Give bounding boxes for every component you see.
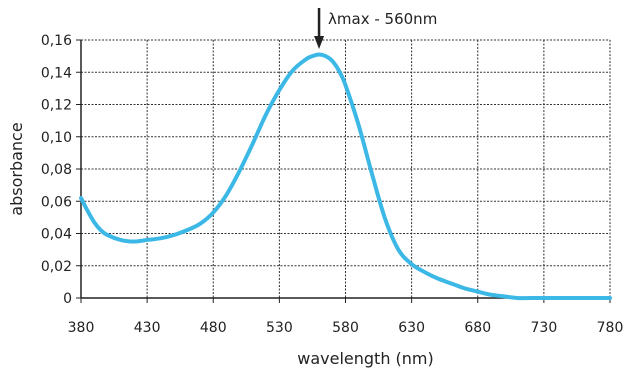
x-tick-label: 630 bbox=[398, 320, 425, 336]
x-tick-label: 530 bbox=[266, 320, 293, 336]
y-tick-label: 0,12 bbox=[41, 98, 72, 114]
x-tick-label: 780 bbox=[597, 320, 624, 336]
x-tick-label: 580 bbox=[332, 320, 359, 336]
y-tick-label: 0,08 bbox=[41, 162, 72, 178]
y-tick-label: 0,06 bbox=[41, 194, 72, 210]
y-tick-label: 0,16 bbox=[41, 33, 72, 49]
x-tick-label: 730 bbox=[531, 320, 558, 336]
tick-labels: 380 430 480 530 580 630 680 730 780 0 0,02 0,04 0,06… bbox=[41, 33, 624, 336]
series-line-absorbance bbox=[79, 52, 612, 301]
y-axis-label: absorbance bbox=[7, 122, 26, 215]
y-tick-label: 0,04 bbox=[41, 227, 72, 243]
y-tick-label: 0,10 bbox=[41, 130, 72, 146]
x-tick-label: 680 bbox=[464, 320, 491, 336]
y-tick-label: 0 bbox=[63, 291, 72, 307]
annotation: λmax - 560nm bbox=[314, 8, 437, 49]
annotation-arrow-head bbox=[314, 36, 325, 49]
x-tick-label: 480 bbox=[200, 320, 227, 336]
annotation-label: λmax - 560nm bbox=[328, 10, 437, 28]
x-axis-label: wavelength (nm) bbox=[297, 349, 434, 368]
grid bbox=[81, 39, 611, 298]
y-tick-label: 0,02 bbox=[41, 259, 72, 275]
y-tick-label: 0,14 bbox=[41, 65, 72, 81]
x-tick-label: 430 bbox=[134, 320, 161, 336]
x-tick-label: 380 bbox=[68, 320, 95, 336]
